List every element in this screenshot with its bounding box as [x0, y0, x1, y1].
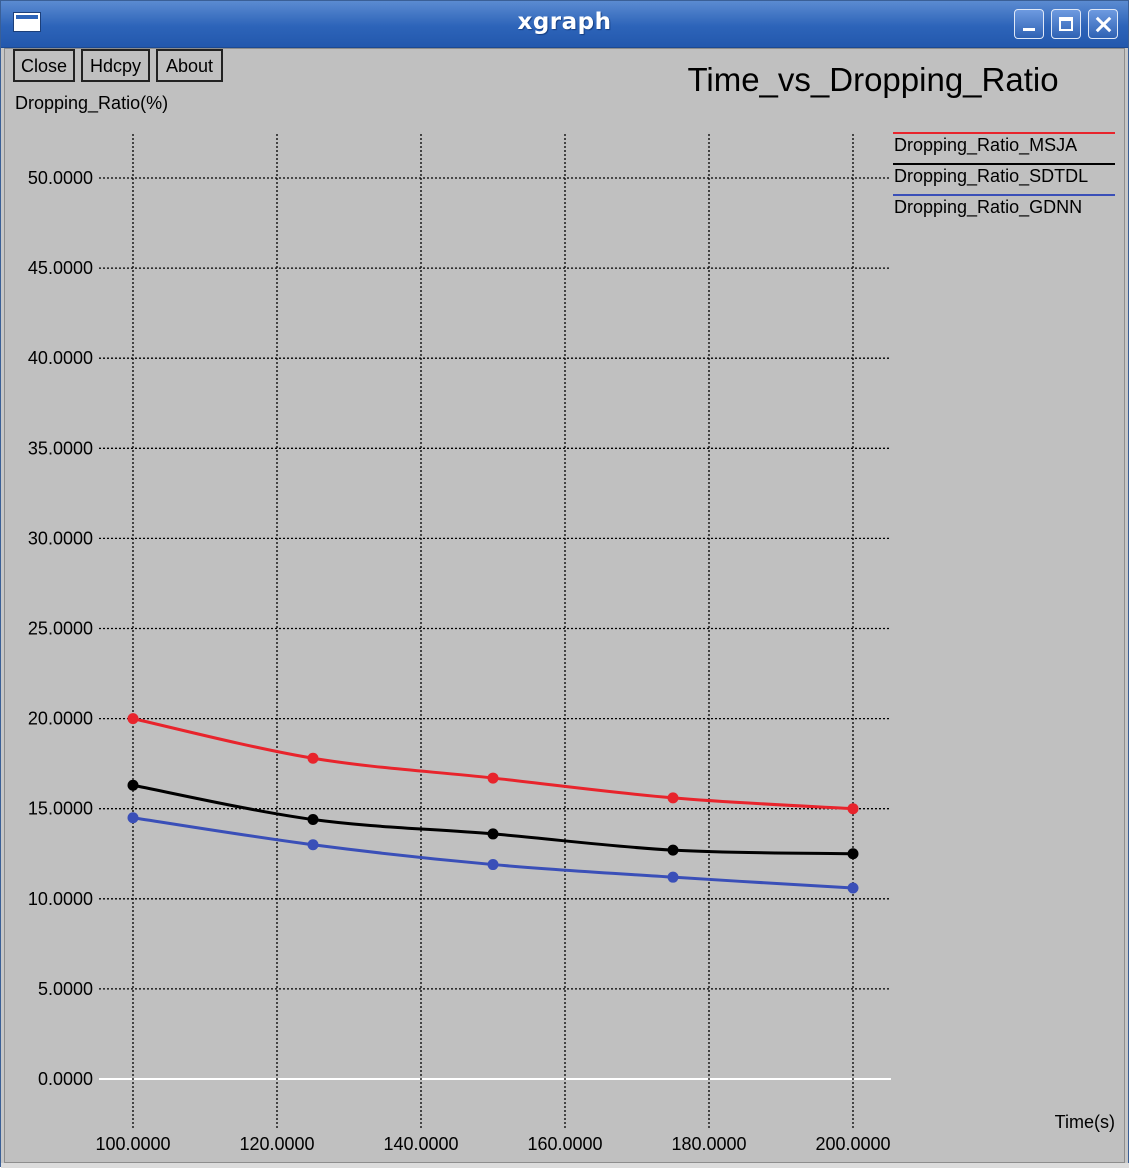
x-tick-label: 120.0000: [239, 1134, 314, 1154]
x-tick-label: 160.0000: [527, 1134, 602, 1154]
legend-label: Dropping_Ratio_MSJA: [894, 135, 1077, 156]
y-tick-label: 30.0000: [28, 528, 93, 548]
window-title: xgraph: [517, 9, 612, 35]
y-axis-label: Dropping_Ratio(%): [15, 93, 168, 114]
y-tick-label: 15.0000: [28, 799, 93, 819]
x-axis-label: Time(s): [1055, 1112, 1115, 1132]
minimize-button[interactable]: [1014, 9, 1044, 39]
chart-title: Time_vs_Dropping_Ratio: [687, 61, 1058, 98]
window-menu-icon[interactable]: [13, 12, 41, 32]
y-tick-label: 50.0000: [28, 168, 93, 188]
data-point-Dropping_Ratio_GDNN: [127, 812, 139, 824]
y-tick-label: 25.0000: [28, 619, 93, 639]
data-point-Dropping_Ratio_SDTDL: [847, 848, 859, 860]
x-tick-label: 100.0000: [95, 1134, 170, 1154]
data-point-Dropping_Ratio_MSJA: [667, 792, 679, 804]
data-point-Dropping_Ratio_GDNN: [847, 882, 859, 894]
close-button[interactable]: Close: [13, 49, 75, 82]
data-point-Dropping_Ratio_GDNN: [307, 839, 319, 851]
hdcpy-button[interactable]: Hdcpy: [81, 49, 150, 82]
data-point-Dropping_Ratio_SDTDL: [307, 814, 319, 826]
y-tick-label: 0.0000: [38, 1069, 93, 1089]
data-point-Dropping_Ratio_MSJA: [307, 752, 319, 764]
legend-label: Dropping_Ratio_SDTDL: [894, 166, 1088, 187]
y-tick-label: 45.0000: [28, 258, 93, 278]
y-tick-label: 5.0000: [38, 979, 93, 999]
data-point-Dropping_Ratio_SDTDL: [667, 844, 679, 856]
y-tick-label: 20.0000: [28, 709, 93, 729]
window-bottom-border: [1, 1163, 1129, 1168]
data-point-Dropping_Ratio_GDNN: [667, 871, 679, 883]
legend-label: Dropping_Ratio_GDNN: [894, 197, 1082, 218]
x-tick-label: 140.0000: [383, 1134, 458, 1154]
x-tick-label: 180.0000: [671, 1134, 746, 1154]
y-tick-label: 40.0000: [28, 348, 93, 368]
y-tick-label: 10.0000: [28, 889, 93, 909]
about-button[interactable]: About: [156, 49, 223, 82]
data-point-Dropping_Ratio_SDTDL: [487, 828, 499, 840]
y-tick-label: 35.0000: [28, 438, 93, 458]
data-point-Dropping_Ratio_SDTDL: [127, 779, 139, 791]
series-line-Dropping_Ratio_SDTDL: [132, 783, 854, 856]
title-bar[interactable]: xgraph: [1, 1, 1128, 48]
data-point-Dropping_Ratio_MSJA: [127, 713, 139, 725]
data-point-Dropping_Ratio_MSJA: [847, 803, 859, 815]
series-line-Dropping_Ratio_MSJA: [132, 717, 854, 811]
maximize-button[interactable]: [1051, 9, 1081, 39]
window-close-button[interactable]: [1088, 9, 1118, 39]
data-point-Dropping_Ratio_GDNN: [487, 859, 499, 871]
data-point-Dropping_Ratio_MSJA: [487, 772, 499, 784]
x-tick-label: 200.0000: [815, 1134, 890, 1154]
plot-area-panel: [4, 48, 1125, 1163]
